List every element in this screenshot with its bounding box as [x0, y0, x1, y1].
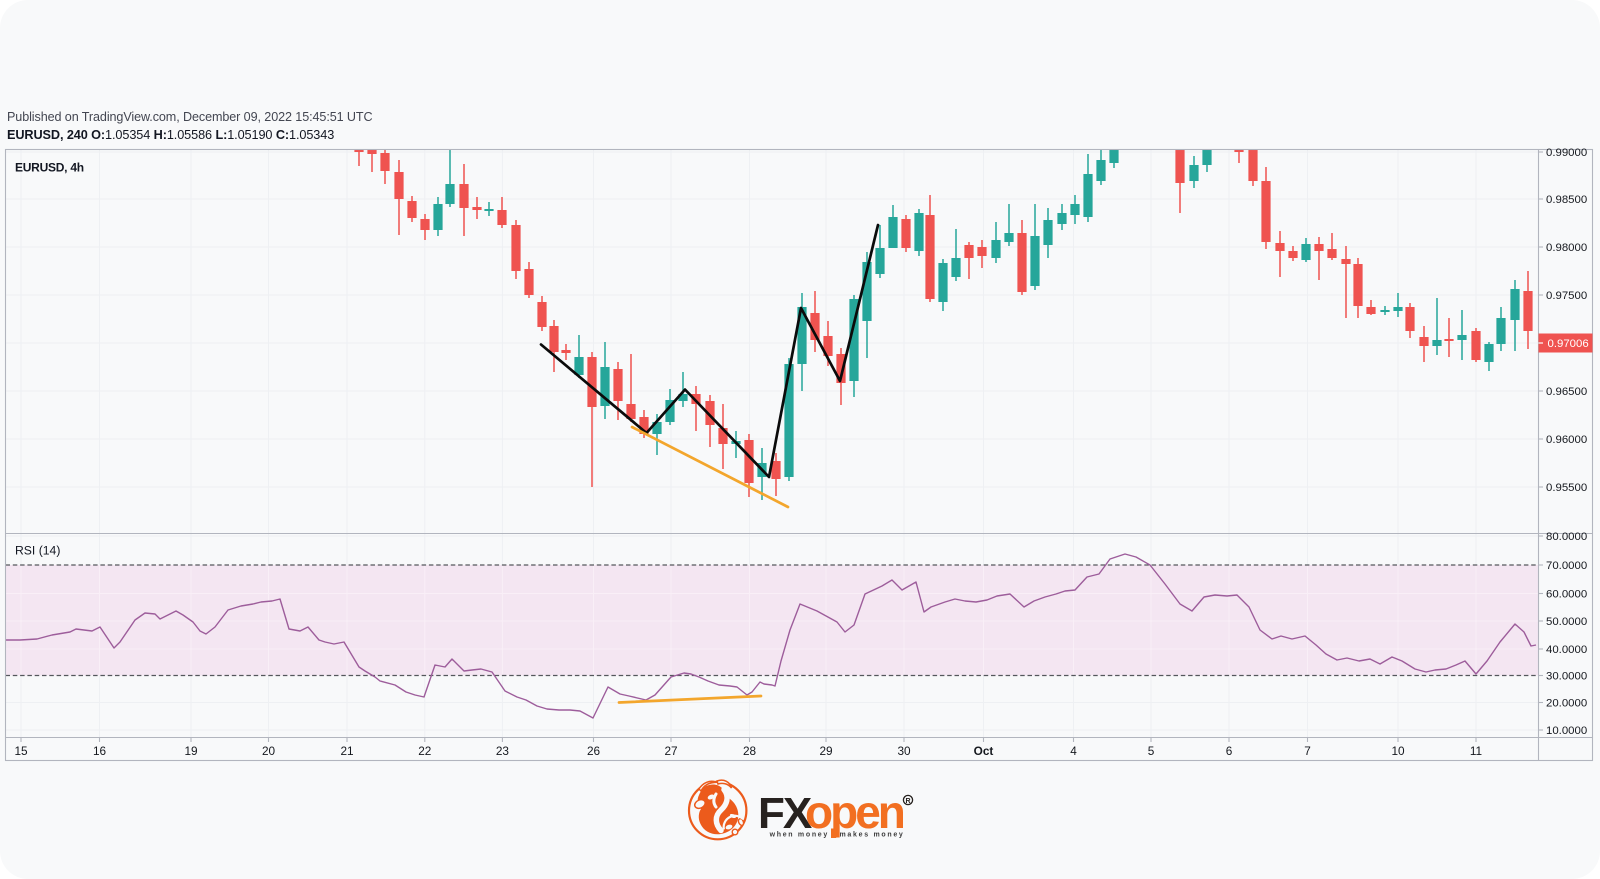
svg-text:50.0000: 50.0000	[1546, 616, 1587, 628]
svg-text:open: open	[805, 786, 904, 838]
svg-text:4: 4	[1070, 744, 1077, 758]
svg-text:28: 28	[743, 744, 757, 758]
svg-text:30.0000: 30.0000	[1546, 671, 1587, 683]
svg-text:70.0000: 70.0000	[1546, 560, 1587, 572]
svg-text:7: 7	[1304, 744, 1311, 758]
svg-text:22: 22	[418, 744, 431, 758]
svg-text:27: 27	[664, 744, 677, 758]
svg-text:23: 23	[496, 744, 510, 758]
svg-text:26: 26	[587, 744, 601, 758]
svg-text:20.0000: 20.0000	[1546, 698, 1587, 710]
svg-text:0.97500: 0.97500	[1546, 290, 1587, 302]
svg-text:10: 10	[1391, 744, 1405, 758]
svg-text:80.0000: 80.0000	[1546, 531, 1587, 543]
svg-text:RSI (14): RSI (14)	[15, 544, 60, 558]
svg-text:29: 29	[819, 744, 832, 758]
svg-text:when money: when money	[769, 832, 829, 839]
svg-text:EURUSD, 4h: EURUSD, 4h	[15, 161, 84, 175]
svg-text:16: 16	[93, 744, 107, 758]
svg-text:makes money: makes money	[840, 832, 905, 839]
svg-text:0.95500: 0.95500	[1546, 482, 1587, 494]
svg-text:0.98000: 0.98000	[1546, 242, 1587, 254]
svg-text:0.96000: 0.96000	[1546, 434, 1587, 446]
svg-text:0.97006: 0.97006	[1548, 338, 1589, 350]
svg-text:19: 19	[184, 744, 197, 758]
svg-text:20: 20	[262, 744, 276, 758]
svg-text:6: 6	[1226, 744, 1233, 758]
svg-text:FX: FX	[758, 789, 812, 838]
svg-text:10.0000: 10.0000	[1546, 725, 1587, 737]
svg-text:0.98500: 0.98500	[1546, 194, 1587, 206]
svg-text:21: 21	[340, 744, 353, 758]
svg-text:Oct: Oct	[974, 744, 994, 758]
svg-text:60.0000: 60.0000	[1546, 589, 1587, 601]
svg-text:0.99000: 0.99000	[1546, 147, 1587, 159]
svg-text:11: 11	[1470, 744, 1482, 758]
svg-text:R: R	[905, 798, 910, 805]
svg-text:40.0000: 40.0000	[1546, 644, 1587, 656]
svg-text:30: 30	[897, 744, 911, 758]
svg-text:15: 15	[14, 744, 28, 758]
svg-text:0.96500: 0.96500	[1546, 386, 1587, 398]
svg-text:5: 5	[1148, 744, 1155, 758]
